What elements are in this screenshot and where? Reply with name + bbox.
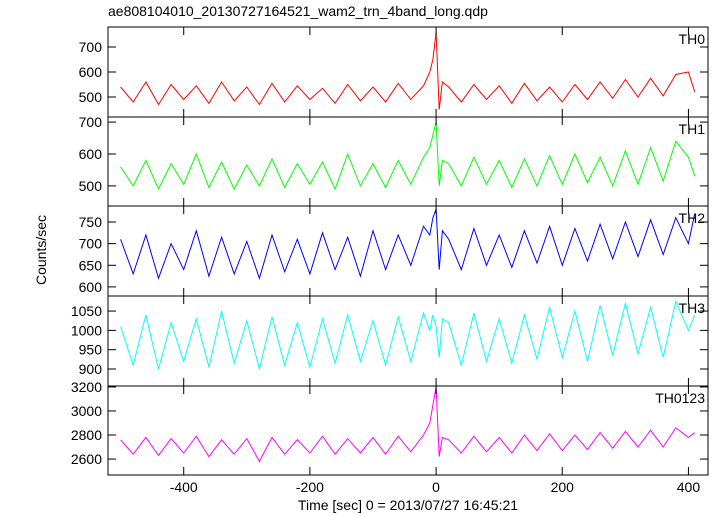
panel-label: TH2 xyxy=(679,210,706,226)
x-tick-label: 200 xyxy=(551,479,575,495)
panel-frame xyxy=(107,26,709,118)
y-tick-label: 600 xyxy=(79,279,103,295)
panel-frame xyxy=(107,295,709,387)
panel-label: TH1 xyxy=(679,121,706,137)
y-tick-label: 700 xyxy=(79,39,103,55)
y-tick-label: 600 xyxy=(79,64,103,80)
panel-frame xyxy=(107,116,709,207)
y-tick-label: 600 xyxy=(79,146,103,162)
panel-frame xyxy=(107,385,709,476)
series-line xyxy=(120,208,696,280)
y-tick-label: 3200 xyxy=(71,379,102,395)
y-tick-label: 700 xyxy=(79,114,103,130)
y-tick-label: 1000 xyxy=(71,322,102,338)
series-line xyxy=(120,299,696,370)
panel-label: TH3 xyxy=(679,300,706,316)
y-tick-label: 2600 xyxy=(71,451,102,467)
x-tick-label: 0 xyxy=(432,479,440,495)
y-tick-label: 500 xyxy=(79,178,103,194)
y-tick-label: 950 xyxy=(79,342,103,358)
panel-label: TH0123 xyxy=(655,390,705,406)
y-tick-label: 3000 xyxy=(71,403,102,419)
y-tick-label: 650 xyxy=(79,257,103,273)
y-axis-label: Counts/sec xyxy=(33,215,49,285)
series-line xyxy=(120,31,696,110)
panel-frame xyxy=(107,205,709,297)
series-line xyxy=(120,386,696,463)
y-tick-label: 700 xyxy=(79,236,103,252)
y-tick-label: 2800 xyxy=(71,427,102,443)
y-tick-label: 500 xyxy=(79,89,103,105)
y-tick-label: 750 xyxy=(79,214,103,230)
y-tick-label: 900 xyxy=(79,361,103,377)
x-tick-label: -400 xyxy=(170,479,198,495)
x-tick-label: -200 xyxy=(296,479,324,495)
chart-title: ae808104010_20130727164521_wam2_trn_4ban… xyxy=(108,3,488,19)
series-line xyxy=(120,121,696,191)
x-axis-label: Time [sec] 0 = 2013/07/27 16:45:21 xyxy=(298,497,518,513)
y-tick-label: 1050 xyxy=(71,303,102,319)
panel-label: TH0 xyxy=(679,31,706,47)
x-tick-label: 400 xyxy=(677,479,701,495)
